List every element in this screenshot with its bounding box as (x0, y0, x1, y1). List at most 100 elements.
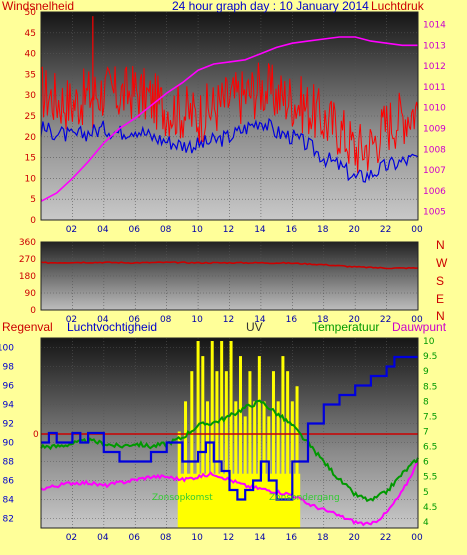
y-tick-label-pressure: 1011 (423, 83, 446, 93)
uv-bar (286, 371, 290, 528)
wind-panel (41, 12, 418, 220)
uv-bar (206, 401, 210, 528)
uv-bar (190, 371, 194, 528)
y-tick-label-direction: 90 (25, 289, 37, 299)
x-tick-label: 10 (191, 315, 203, 325)
y-tick-label-pressure: 1009 (423, 124, 446, 134)
uv-bar (248, 371, 252, 528)
panel-border (40, 241, 419, 311)
y-tick-label-wind: 40 (25, 50, 37, 60)
pressure-line (40, 36, 418, 203)
y-tick-label-wind: 20 (25, 133, 37, 143)
y-tick-label-wind: 45 (25, 29, 36, 39)
x-tick-label: 10 (191, 533, 203, 543)
y-tick-label-direction: 270 (19, 255, 36, 265)
y-tick-label-wind: 10 (25, 174, 37, 184)
uv-bar (276, 401, 280, 528)
y-tick-label-temperature: 5 (423, 488, 429, 498)
y-tick-label-temperature: 6 (423, 458, 429, 468)
y-tick-label-temperature: 9 (423, 367, 429, 377)
x-tick-label: 12 (223, 225, 234, 235)
y-tick-label-direction: 0 (30, 306, 36, 316)
sunrise-label: Zonsopkomst (152, 493, 213, 503)
x-tick-label: 18 (317, 225, 329, 235)
y-tick-label-temperature: 8 (423, 397, 429, 407)
x-tick-label: 12 (223, 533, 234, 543)
y-tick-label-temperature: 8.5 (423, 382, 437, 392)
y-tick-label-humidity: 96 (3, 382, 15, 392)
dir-label-e: E (436, 292, 444, 306)
x-tick-label: 02 (66, 533, 77, 543)
uv-bar (201, 356, 205, 528)
x-tick-label: 06 (129, 225, 141, 235)
x-tick-label: 22 (380, 315, 391, 325)
y-tick-label-humidity: 84 (3, 496, 15, 506)
y-tick-label-pressure: 1007 (423, 166, 446, 176)
y-tick-label-humidity: 82 (3, 515, 14, 525)
uv-axis-title: UV (246, 320, 263, 334)
uv-bar (295, 386, 299, 528)
x-tick-label: 20 (348, 315, 360, 325)
y-tick-label-wind: 50 (25, 8, 37, 18)
y-tick-label-temperature: 6.5 (423, 443, 437, 453)
panel-border (40, 337, 419, 529)
y-tick-label-pressure: 1012 (423, 62, 446, 72)
rain-zero-label: 0 (33, 430, 39, 440)
y-tick-label-pressure: 1013 (423, 41, 446, 51)
humidity-line (41, 355, 418, 501)
x-tick-label: 14 (254, 533, 266, 543)
y-tick-label-humidity: 86 (3, 477, 15, 487)
wind-speed-line (40, 62, 419, 174)
dir-label-w: W (436, 256, 448, 270)
wind-speed-axis-title: Windsnelheid (2, 0, 74, 13)
x-tick-label: 16 (286, 315, 298, 325)
x-tick-label: 10 (191, 225, 203, 235)
y-tick-label-temperature: 5.5 (423, 473, 437, 483)
x-tick-label: 06 (129, 533, 141, 543)
y-tick-label-humidity: 98 (3, 363, 15, 373)
y-tick-label-wind: 15 (25, 154, 36, 164)
x-tick-label: 00 (411, 315, 423, 325)
x-tick-label: 20 (348, 225, 360, 235)
x-tick-label: 14 (254, 225, 266, 235)
humidity-axis-title: Luchtvochtigheid (67, 320, 157, 334)
pressure-axis-title: Luchtdruk (371, 0, 425, 13)
x-tick-label: 22 (380, 533, 391, 543)
sunset-label: Zonsondergang (269, 493, 340, 503)
dir-label-n-bottom: N (436, 309, 445, 323)
x-tick-label: 12 (223, 315, 234, 325)
x-tick-label: 16 (286, 225, 298, 235)
uv-bar (281, 356, 285, 528)
y-tick-label-temperature: 7 (423, 427, 429, 437)
y-tick-label-humidity: 94 (3, 401, 15, 411)
uv-bar (234, 401, 238, 528)
uv-bar (262, 401, 266, 528)
uv-bar (243, 416, 247, 528)
chart-title: 24 hour graph day : 10 January 2014 (172, 0, 369, 13)
dir-label-n-top: N (436, 238, 445, 252)
y-tick-label-temperature: 7.5 (423, 412, 437, 422)
y-tick-label-temperature: 9.5 (423, 352, 437, 362)
uv-bar (271, 371, 275, 528)
x-tick-label: 00 (411, 225, 423, 235)
y-tick-label-pressure: 1005 (423, 208, 446, 218)
y-tick-label-pressure: 1006 (423, 187, 446, 197)
x-tick-label: 08 (160, 225, 172, 235)
x-tick-label: 00 (411, 533, 423, 543)
x-tick-label: 08 (160, 533, 172, 543)
uv-bar (184, 401, 188, 528)
chart-marks (40, 11, 419, 529)
x-tick-label: 06 (129, 315, 141, 325)
x-tick-label: 18 (317, 533, 329, 543)
y-tick-label-wind: 35 (25, 70, 36, 80)
y-tick-label-direction: 360 (19, 238, 36, 248)
y-tick-label-temperature: 10 (423, 337, 435, 347)
x-tick-label: 04 (97, 225, 109, 235)
y-tick-label-pressure: 1010 (423, 104, 446, 114)
dewpoint-axis-title: Dauwpunt (392, 320, 447, 334)
y-tick-label-humidity: 88 (3, 458, 15, 468)
y-tick-label-wind: 25 (25, 112, 36, 122)
x-tick-label: 02 (66, 225, 77, 235)
